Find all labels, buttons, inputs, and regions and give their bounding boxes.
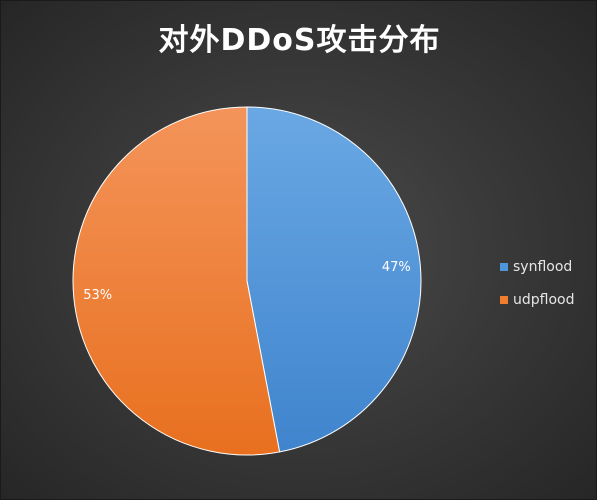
- legend: synflood udpflood: [500, 258, 574, 324]
- pie-slice-udpflood: [72, 106, 281, 456]
- legend-swatch-udpflood: [500, 296, 508, 304]
- chart-title: 对外DDoS攻击分布: [158, 23, 441, 58]
- legend-item-synflood: synflood: [500, 258, 574, 276]
- legend-label-synflood: synflood: [513, 259, 573, 275]
- data-label-synflood: 47%: [382, 260, 411, 275]
- pie-slice-synflood: [246, 106, 422, 453]
- legend-item-udpflood: udpflood: [500, 291, 574, 309]
- data-label-udpflood: 53%: [83, 288, 112, 303]
- legend-label-udpflood: udpflood: [513, 292, 575, 308]
- legend-swatch-synflood: [500, 263, 508, 271]
